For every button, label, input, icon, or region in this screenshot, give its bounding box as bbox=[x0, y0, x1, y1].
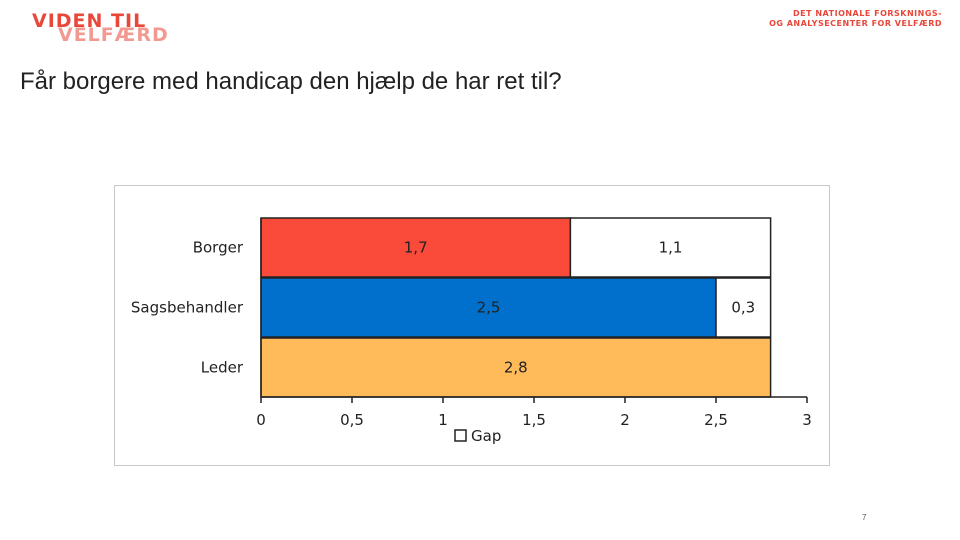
category-label: Borger bbox=[193, 239, 244, 257]
vive-org-logo: DET NATIONALE FORSKNINGS- OG ANALYSECENT… bbox=[769, 9, 942, 29]
category-label: Leder bbox=[201, 359, 244, 377]
x-tick-label: 1,5 bbox=[522, 411, 546, 429]
bar-sagsbehandler-series-1 bbox=[715, 277, 772, 338]
bar-value-label: 2,5 bbox=[477, 299, 501, 317]
org-name-line-1: DET NATIONALE FORSKNINGS- bbox=[793, 9, 942, 18]
x-tick-label: 2 bbox=[620, 411, 630, 429]
org-name-line-2: OG ANALYSECENTER FOR VELFÆRD bbox=[769, 19, 942, 28]
x-tick-label: 0,5 bbox=[340, 411, 364, 429]
category-label: Sagsbehandler bbox=[131, 299, 244, 317]
logo-line-1: VIDEN TIL bbox=[32, 10, 147, 32]
logo-line-2: VELFÆRD bbox=[58, 24, 169, 46]
chart-frame: 1,7 1,1 Borger 2,5 0,3 Sagsbehandler 2,8 Leder 0… bbox=[114, 185, 830, 466]
bar-borger-series-1 bbox=[569, 217, 772, 278]
x-tick-label: 3 bbox=[802, 411, 812, 429]
slide-title: Får borgere med handicap den hjælp de ha… bbox=[20, 68, 562, 95]
legend-label-gap: Gap bbox=[471, 427, 501, 445]
legend-swatch-gap bbox=[454, 429, 467, 442]
x-tick-label: 1 bbox=[438, 411, 448, 429]
bar-value-label: 2,8 bbox=[504, 359, 528, 377]
bar-value-label: 1,7 bbox=[404, 239, 428, 257]
bar-leder-series-0 bbox=[260, 337, 772, 398]
x-tick-label: 2,5 bbox=[704, 411, 728, 429]
stacked-bar-chart: 1,7 1,1 Borger 2,5 0,3 Sagsbehandler 2,8 Leder 0… bbox=[131, 217, 812, 445]
bar-value-label: 1,1 bbox=[659, 239, 683, 257]
page-number: 7 bbox=[862, 513, 867, 522]
viden-til-velfaerd-logo: VIDEN TIL VELFÆRD bbox=[32, 10, 192, 46]
x-tick-label: 0 bbox=[256, 411, 266, 429]
bar-value-label: 0,3 bbox=[731, 299, 755, 317]
